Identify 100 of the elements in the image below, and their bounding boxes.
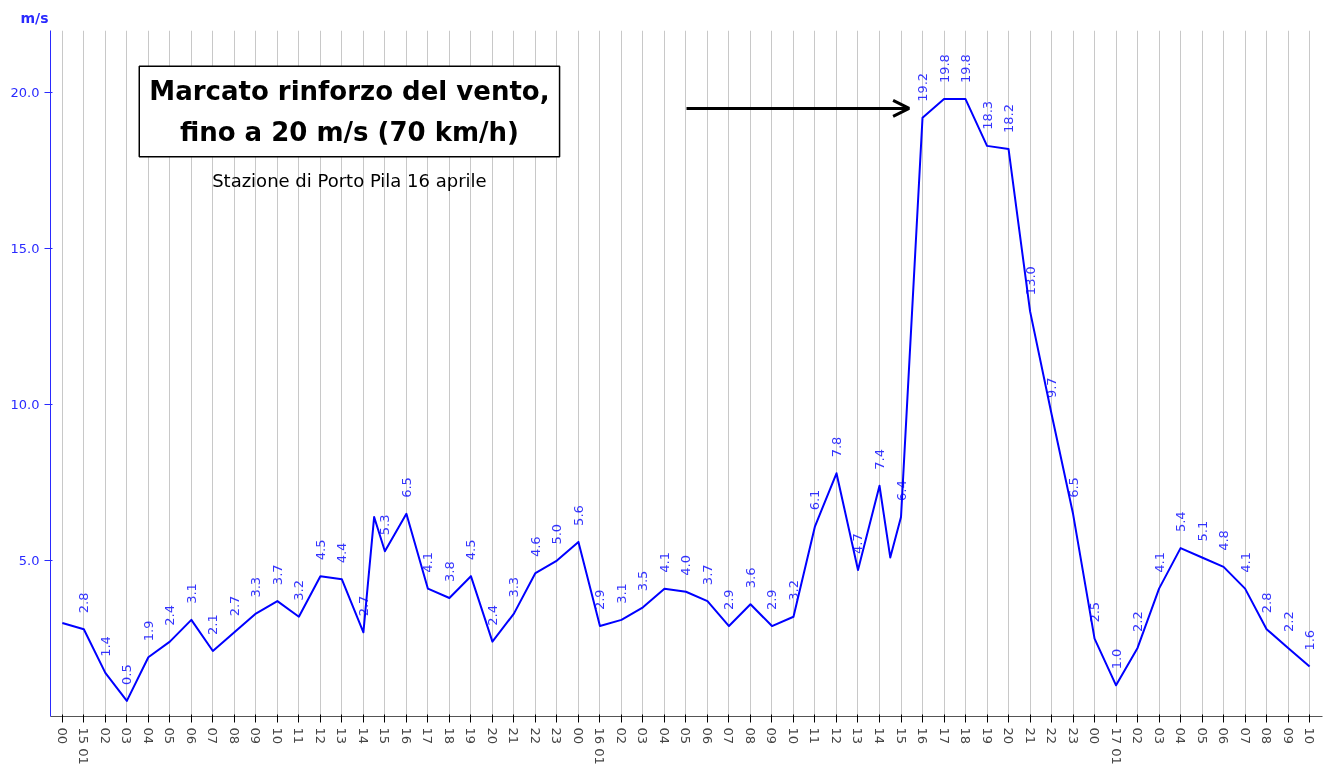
x-tick-label: 22 bbox=[527, 727, 543, 745]
x-tick-label: 12 bbox=[828, 727, 844, 745]
x-tick-label: 12 bbox=[312, 727, 328, 745]
x-tick-label: 23 bbox=[549, 727, 565, 745]
x-tick-label: 05 bbox=[678, 727, 694, 745]
data-label: 3.1 bbox=[183, 583, 199, 604]
x-tick-label: 10 bbox=[785, 727, 801, 745]
x-tick-label: 19 bbox=[463, 727, 479, 745]
data-label: 3.7 bbox=[269, 564, 285, 586]
x-tick-label: 02 bbox=[97, 727, 113, 745]
data-label: 2.1 bbox=[205, 614, 221, 636]
x-tick-label: 17 bbox=[420, 727, 436, 745]
x-tick-label: 10 bbox=[1302, 727, 1318, 745]
data-label: 2.4 bbox=[484, 604, 500, 626]
x-tick-label: 03 bbox=[635, 727, 651, 745]
x-tick-label: 00 bbox=[54, 727, 70, 745]
data-label: 2.4 bbox=[162, 604, 178, 626]
data-label: 1.6 bbox=[1302, 629, 1318, 651]
x-tick-label: 13 bbox=[334, 727, 350, 745]
x-tick-label: 04 bbox=[656, 727, 672, 745]
data-label: 3.3 bbox=[506, 576, 522, 598]
x-tick-label: 02 bbox=[1130, 727, 1146, 745]
x-tick-label: 06 bbox=[183, 727, 199, 745]
data-label: 6.5 bbox=[398, 477, 414, 498]
x-tick-label: 22 bbox=[1044, 727, 1060, 745]
x-tick-label: 09 bbox=[1280, 727, 1296, 745]
data-label: 2.5 bbox=[1087, 601, 1103, 623]
x-tick-label: 15 bbox=[377, 727, 393, 745]
x-tick-label: 11 bbox=[291, 727, 307, 745]
data-label: 4.0 bbox=[678, 555, 694, 576]
data-label: 18.2 bbox=[1001, 104, 1017, 133]
data-label: 2.9 bbox=[592, 589, 608, 611]
x-tick-label: 14 bbox=[355, 727, 371, 745]
data-label: 0.5 bbox=[119, 664, 135, 685]
x-tick-label: 10 bbox=[269, 727, 285, 745]
x-tick-label: 09 bbox=[248, 727, 264, 745]
data-label: 3.3 bbox=[248, 576, 264, 598]
data-label: 6.5 bbox=[1065, 477, 1081, 498]
text: Marcato rinforzo del vento, fino a 20 m/s (70 km/h) bbox=[149, 76, 550, 147]
x-tick-label: 03 bbox=[1151, 727, 1167, 745]
data-label: 4.7 bbox=[850, 533, 866, 554]
data-label: 3.7 bbox=[699, 564, 715, 586]
x-tick-label: 08 bbox=[226, 727, 242, 745]
y-axis-title: m/s bbox=[20, 9, 49, 26]
data-label: 19.8 bbox=[958, 54, 974, 84]
x-tick-label: 11 bbox=[807, 727, 823, 745]
y-tick-label: 20.0 bbox=[10, 85, 40, 101]
data-label: 4.8 bbox=[1216, 530, 1232, 551]
data-label: 7.8 bbox=[828, 436, 844, 458]
data-label: 3.6 bbox=[742, 567, 758, 589]
x-tick-label: 17 bbox=[936, 727, 952, 745]
x-tick-label: 16 01 bbox=[592, 727, 608, 765]
x-tick-label: 08 bbox=[742, 727, 758, 745]
x-tick-label: 06 bbox=[699, 727, 715, 745]
data-label: 4.4 bbox=[334, 542, 350, 564]
x-tick-label: 03 bbox=[119, 727, 135, 745]
x-tick-label: 07 bbox=[1237, 727, 1253, 745]
x-tick-label: 16 bbox=[398, 727, 414, 745]
data-label: 2.2 bbox=[1130, 611, 1146, 632]
x-tick-label: 06 bbox=[1216, 727, 1232, 745]
text: Stazione di Porto Pila 16 aprile bbox=[212, 169, 487, 191]
data-label: 2.7 bbox=[226, 595, 242, 617]
data-label: 2.8 bbox=[76, 592, 92, 614]
x-tick-label: 04 bbox=[140, 727, 156, 745]
data-label: 3.2 bbox=[291, 580, 307, 601]
data-label: 4.5 bbox=[312, 539, 328, 561]
x-tick-label: 17 01 bbox=[1108, 727, 1124, 765]
data-label: 5.3 bbox=[377, 514, 393, 536]
x-tick-label: 08 bbox=[1259, 727, 1275, 745]
x-tick-label: 07 bbox=[205, 727, 221, 745]
data-label: 5.4 bbox=[1173, 511, 1189, 533]
data-label: 1.4 bbox=[97, 636, 113, 657]
data-label: 3.2 bbox=[785, 580, 801, 601]
data-label: 19.8 bbox=[936, 54, 952, 84]
x-tick-label: 02 bbox=[613, 727, 629, 745]
x-tick-label: 15 01 bbox=[76, 727, 92, 765]
x-tick-label: 05 bbox=[162, 727, 178, 745]
x-tick-label: 21 bbox=[1022, 727, 1038, 745]
data-label: 2.2 bbox=[1280, 611, 1296, 632]
data-label: 7.4 bbox=[872, 449, 887, 470]
data-label: 4.6 bbox=[527, 536, 543, 558]
x-tick-label: 14 bbox=[872, 727, 887, 745]
y-tick-label: 10.0 bbox=[10, 397, 40, 413]
x-tick-label: 20 bbox=[484, 727, 500, 745]
data-label: 3.5 bbox=[635, 570, 651, 592]
data-label: 2.9 bbox=[764, 589, 780, 611]
data-label: 3.8 bbox=[441, 561, 457, 583]
x-tick-label: 15 bbox=[893, 727, 909, 745]
data-label: 18.3 bbox=[979, 100, 995, 130]
data-label: 4.5 bbox=[463, 539, 479, 561]
data-label: 6.1 bbox=[807, 489, 823, 511]
x-tick-label: 00 bbox=[570, 727, 586, 745]
x-tick-label: 20 bbox=[1001, 727, 1017, 745]
data-label: 5.1 bbox=[1194, 520, 1210, 542]
x-tick-label: 00 bbox=[1087, 727, 1103, 745]
data-label: 4.1 bbox=[1151, 551, 1167, 573]
x-tick-label: 18 bbox=[441, 727, 457, 745]
x-tick-label: 19 bbox=[979, 727, 995, 745]
data-label: 2.9 bbox=[721, 589, 737, 611]
x-tick-label: 07 bbox=[721, 727, 737, 745]
